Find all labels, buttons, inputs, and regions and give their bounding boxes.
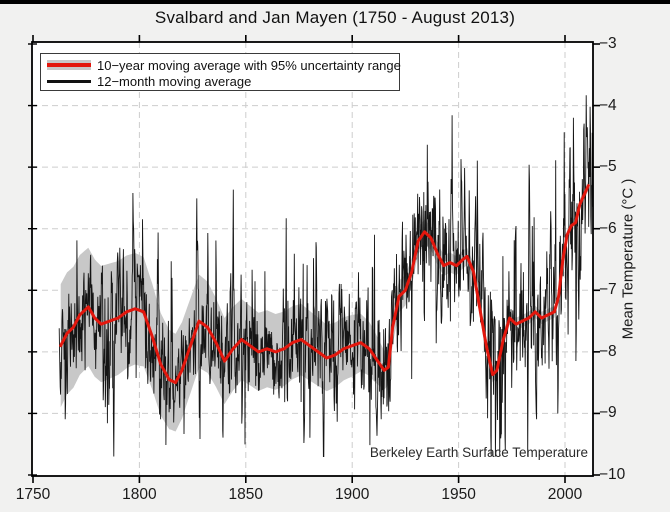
x-tick-label-2000: 2000 (547, 486, 583, 503)
black-line-icon (47, 80, 91, 83)
uncertainty-band-swatch (47, 58, 91, 72)
window-top-bar (0, 0, 670, 4)
y-tick-label--4: −4 (599, 96, 617, 114)
twelve-month-line (58, 95, 593, 457)
y-tick-label--10: −10 (599, 465, 626, 483)
x-tick-label-1900: 1900 (334, 486, 370, 503)
chart-title: Svalbard and Jan Mayen (1750 - August 20… (154, 8, 516, 27)
y-axis-label: Mean Temperature (°C ) (619, 178, 637, 340)
y-tick-label--5: −5 (599, 158, 617, 176)
y-tick-label--9: −9 (599, 404, 617, 422)
legend-entry-12mo: 12−month moving average (41, 73, 251, 89)
x-tick-label-1950: 1950 (441, 486, 476, 503)
y-tick-label--3: −3 (599, 35, 617, 52)
uncertainty-band (60, 180, 589, 432)
x-tick-label-1750: 1750 (15, 486, 51, 503)
legend-box: 10−year moving average with 95% uncertai… (40, 53, 401, 91)
legend-label-12mo: 12−month moving average (97, 73, 252, 89)
ten-year-line (59, 184, 590, 385)
red-line-icon (47, 63, 91, 67)
y-tick-label--8: −8 (599, 342, 617, 360)
y-tick-label--6: −6 (599, 219, 617, 237)
black-line-swatch (47, 74, 91, 88)
legend-entry-10yr: 10−year moving average with 95% uncertai… (41, 57, 401, 73)
x-tick-label-1800: 1800 (122, 486, 157, 503)
x-tick-label-1850: 1850 (228, 486, 264, 503)
legend-label-10yr: 10−year moving average with 95% uncertai… (97, 57, 401, 73)
source-watermark: Berkeley Earth Surface Temperature (369, 445, 588, 460)
y-tick-label--7: −7 (599, 281, 617, 299)
plot-border (31, 41, 594, 477)
plot-background (32, 42, 593, 476)
